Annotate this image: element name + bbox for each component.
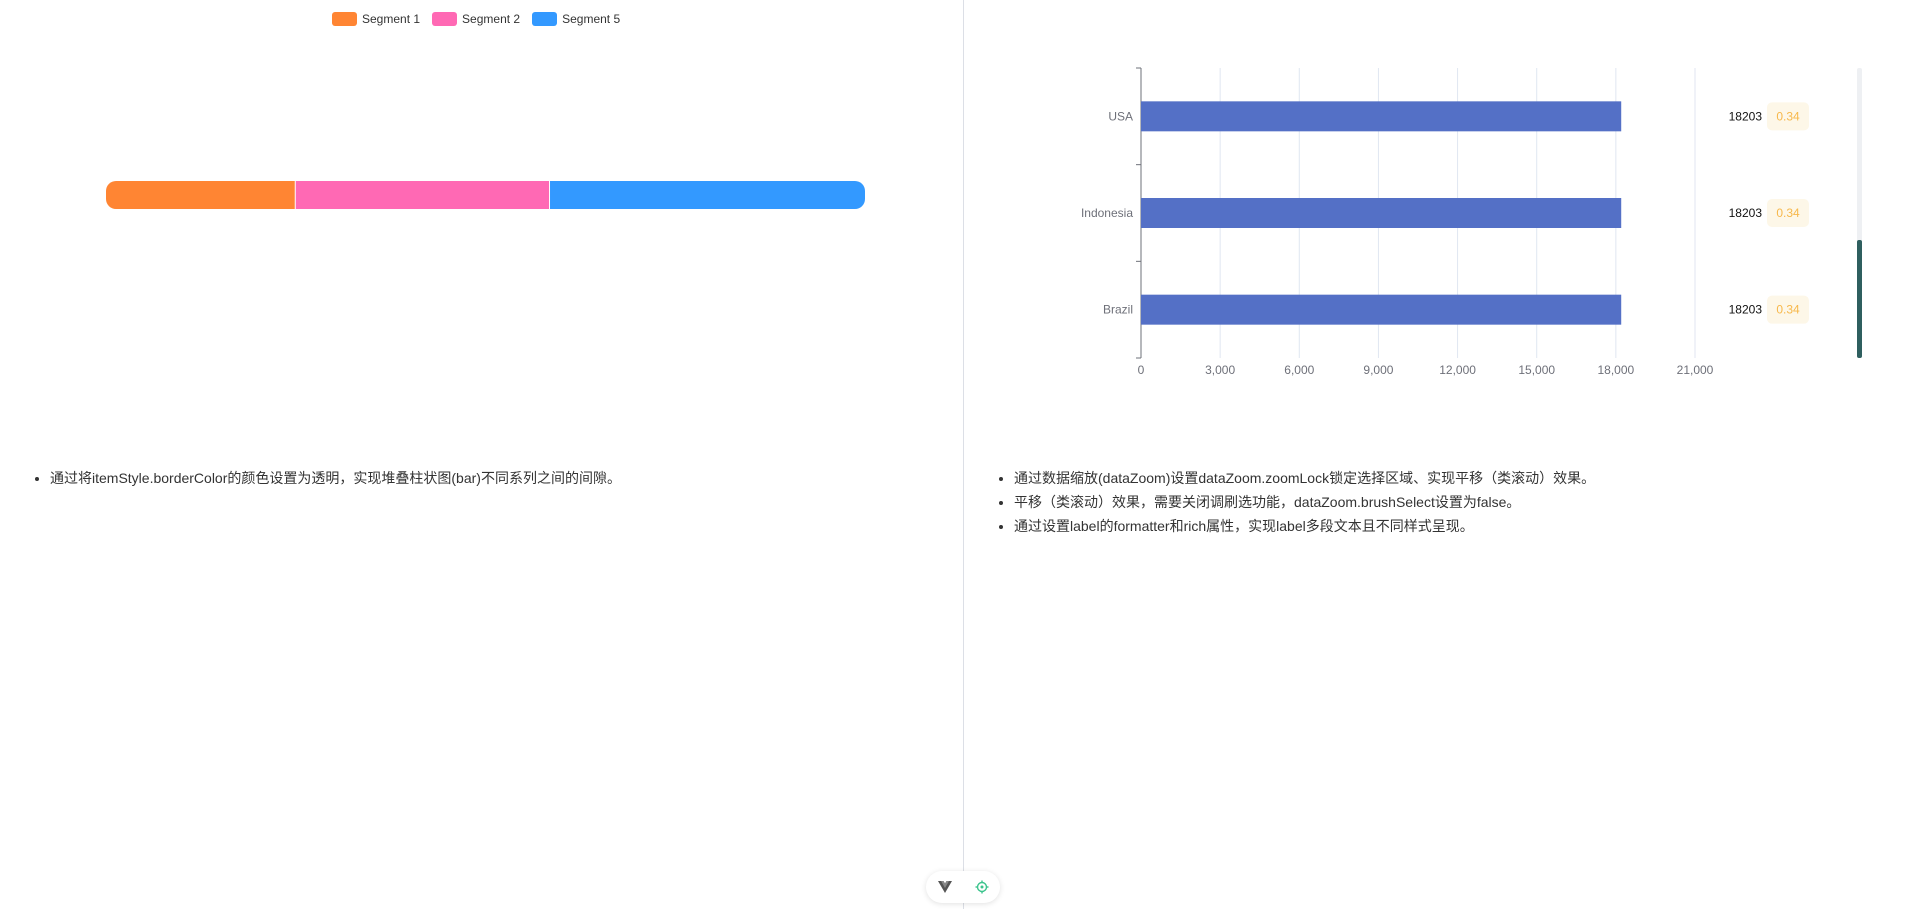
- bar[interactable]: [1141, 294, 1622, 325]
- legend: Segment 1 Segment 2 Segment 5: [332, 12, 632, 26]
- ratio-badge: [1767, 199, 1809, 227]
- legend-label: Segment 1: [362, 12, 421, 26]
- ratio-label: 0.34: [1776, 109, 1800, 123]
- floating-toolbar: [926, 871, 1000, 903]
- datazoom-handle[interactable]: [1857, 240, 1862, 358]
- inspect-button[interactable]: [970, 875, 994, 899]
- bar-segment-3[interactable]: [550, 181, 865, 209]
- legend-swatch: [332, 12, 357, 26]
- bar-value-label: 18203: [1729, 303, 1763, 317]
- bar-value-label: 18203: [1729, 109, 1763, 123]
- legend-label: Segment 2: [462, 12, 521, 26]
- legend-item[interactable]: Segment 5: [532, 12, 620, 26]
- horizontal-bar-chart: 0 3,000 6,000 9,000 12,000 15,000 18,000 21,000…: [1081, 67, 1862, 377]
- note-item: 平移（类滚动）效果，需要关闭调刷选功能，dataZoom.brushSelect…: [1014, 490, 1595, 514]
- bar[interactable]: [1141, 101, 1622, 132]
- left-notes: 通过将itemStyle.borderColor的颜色设置为透明，实现堆叠柱状图…: [0, 466, 621, 490]
- bar-segment-1[interactable]: [106, 181, 296, 209]
- y-category-label: Indonesia: [1081, 206, 1133, 220]
- panel-divider: [963, 0, 964, 909]
- bar-segment-2[interactable]: [295, 181, 551, 209]
- right-notes: 通过数据缩放(dataZoom)设置dataZoom.zoomLock锁定选择区…: [964, 466, 1595, 538]
- vue-logo-icon: [937, 881, 952, 893]
- legend-swatch: [532, 12, 558, 26]
- right-demo-panel: 0 3,000 6,000 9,000 12,000 15,000 18,000 21,000…: [964, 0, 1920, 909]
- x-tick-label: 9,000: [1363, 363, 1393, 377]
- ratio-label: 0.34: [1776, 303, 1800, 317]
- x-tick-label: 21,000: [1677, 363, 1714, 377]
- ratio-label: 0.34: [1776, 206, 1800, 220]
- ratio-badge: [1767, 295, 1809, 324]
- note-item: 通过将itemStyle.borderColor的颜色设置为透明，实现堆叠柱状图…: [50, 466, 621, 490]
- vue-devtools-button[interactable]: [933, 875, 957, 899]
- bar[interactable]: [1141, 198, 1622, 228]
- legend-item[interactable]: Segment 1: [332, 12, 420, 26]
- left-demo-panel: Segment 1 Segment 2 Segment 5 通过将itemStyle…: [0, 0, 963, 909]
- legend-swatch: [432, 12, 458, 26]
- x-tick-label: 12,000: [1439, 363, 1476, 377]
- note-item: 通过数据缩放(dataZoom)设置dataZoom.zoomLock锁定选择区…: [1014, 466, 1595, 490]
- x-tick-label: 18,000: [1598, 363, 1635, 377]
- target-icon: [975, 880, 988, 894]
- x-tick-label: 3,000: [1205, 363, 1235, 377]
- legend-label: Segment 5: [562, 12, 621, 26]
- stacked-bar-chart: [106, 181, 865, 209]
- x-tick-label: 6,000: [1284, 363, 1314, 377]
- y-category-label: USA: [1108, 109, 1133, 123]
- legend-item[interactable]: Segment 2: [432, 12, 520, 26]
- y-category-label: Brazil: [1103, 303, 1133, 317]
- note-item: 通过设置label的formatter和rich属性，实现label多段文本且不…: [1014, 514, 1595, 538]
- ratio-badge: [1767, 102, 1809, 131]
- bar-value-label: 18203: [1729, 206, 1763, 220]
- x-tick-label: 15,000: [1518, 363, 1555, 377]
- x-tick-label: 0: [1138, 363, 1145, 377]
